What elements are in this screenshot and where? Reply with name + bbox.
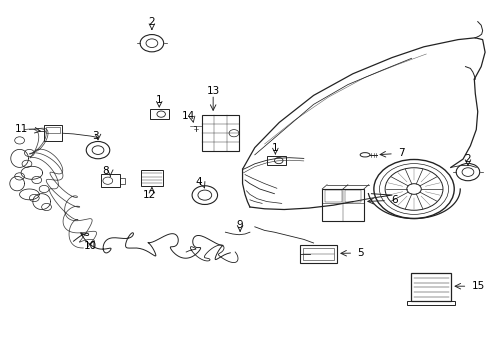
Text: 1: 1 (156, 95, 163, 105)
Bar (411, 273, 451, 301)
Bar (325, 190, 342, 202)
Bar (46, 127, 60, 133)
Text: 2: 2 (465, 154, 471, 164)
Text: 4: 4 (195, 177, 202, 187)
Bar (407, 301, 455, 305)
Text: 9: 9 (237, 220, 244, 230)
Text: 10: 10 (84, 240, 97, 251)
Text: 14: 14 (182, 111, 196, 121)
Bar (141, 170, 163, 186)
Text: 11: 11 (15, 124, 28, 134)
Bar (322, 189, 364, 221)
Bar (44, 125, 62, 141)
Bar (150, 109, 169, 119)
Bar (101, 175, 120, 187)
Text: 15: 15 (471, 281, 485, 291)
Text: 12: 12 (143, 190, 156, 200)
Bar (120, 178, 125, 184)
Text: 8: 8 (102, 166, 109, 176)
Text: 7: 7 (398, 148, 405, 158)
Text: 5: 5 (357, 248, 364, 258)
Text: 6: 6 (391, 195, 398, 205)
Bar (202, 115, 239, 151)
Text: 13: 13 (206, 86, 220, 96)
Text: 3: 3 (92, 131, 99, 141)
Text: 1: 1 (272, 143, 279, 153)
Bar (300, 245, 337, 263)
Bar (345, 190, 361, 202)
Text: 2: 2 (148, 17, 155, 27)
Bar (268, 156, 286, 165)
Bar (303, 248, 334, 260)
